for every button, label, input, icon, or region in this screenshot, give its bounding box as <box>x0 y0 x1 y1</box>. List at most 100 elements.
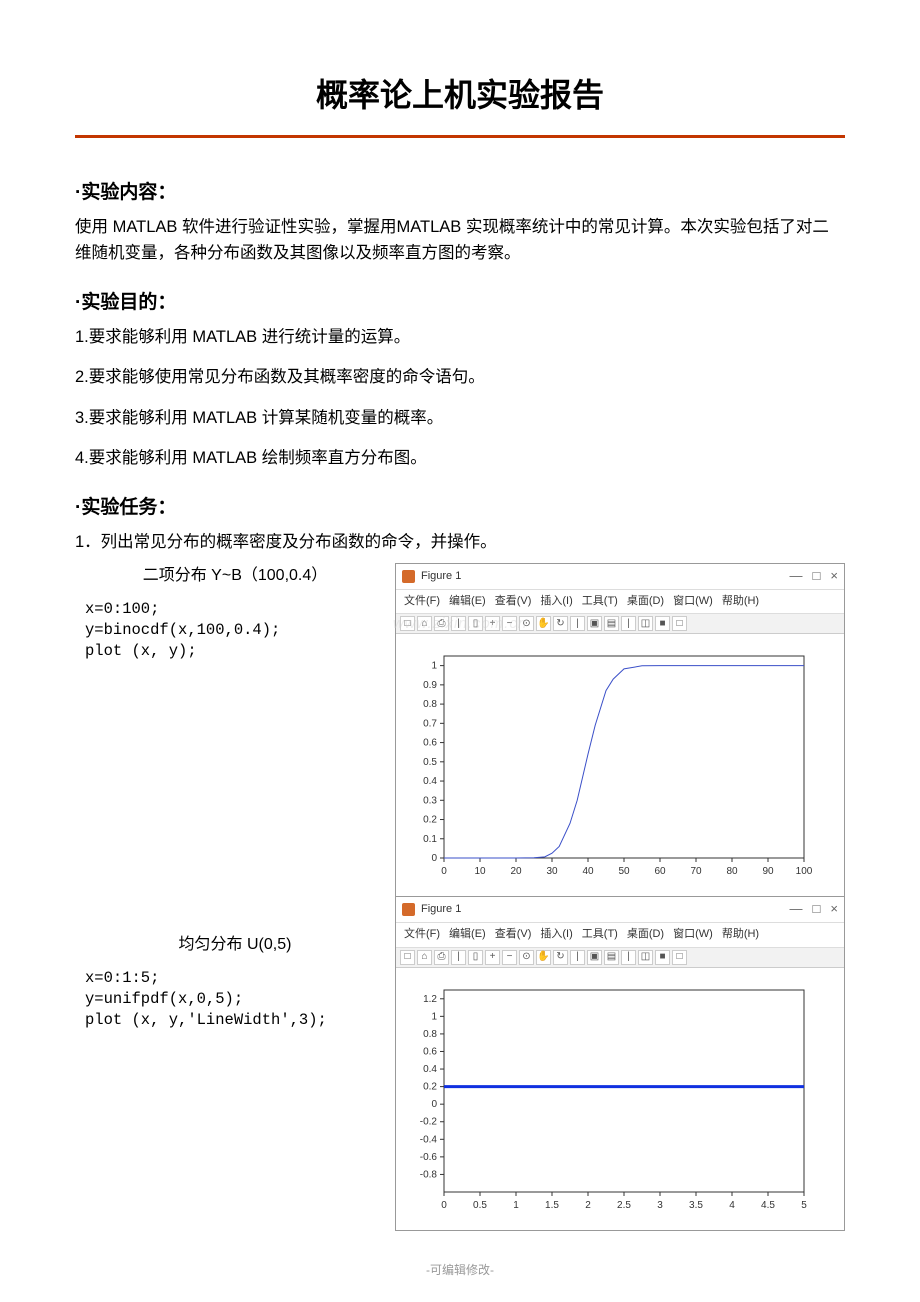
y-tick-label: 0 <box>431 1099 437 1110</box>
menu-item[interactable]: 窗口(W) <box>673 926 713 944</box>
watermark: www.zixin.com.cn <box>75 612 845 636</box>
tasks-intro: 1．列出常见分布的概率密度及分布函数的命令，并操作。 <box>75 529 845 555</box>
menu-item[interactable]: 帮助(H) <box>722 926 759 944</box>
y-tick-label: 0.4 <box>423 777 437 788</box>
y-tick-label: 1 <box>431 1011 437 1022</box>
toolbar-button[interactable]: ↻ <box>553 950 568 965</box>
toolbar-button[interactable]: + <box>485 950 500 965</box>
figure-window: Figure 1— □ × 文件(F) 编辑(E) 查看(V) 插入(I) 工具(T) 桌面(D… <box>395 896 845 1230</box>
figure-titlebar: Figure 1— □ × <box>396 564 844 590</box>
y-tick-label: 0.9 <box>423 680 437 691</box>
distribution-label: 均匀分布 U(0,5) <box>75 932 395 958</box>
figure-title-text: Figure 1 <box>421 568 790 586</box>
task-row: 均匀分布 U(0,5)x=0:1:5; y=unifpdf(x,0,5); pl… <box>75 896 845 1230</box>
toolbar-button[interactable]: ▯ <box>468 950 483 965</box>
y-tick-label: 0.6 <box>423 738 437 749</box>
menu-item[interactable]: 帮助(H) <box>722 593 759 611</box>
y-tick-label: 1.2 <box>423 994 437 1005</box>
toolbar-button[interactable]: □ <box>400 950 415 965</box>
goal-list: 1.要求能够利用 MATLAB 进行统计量的运算。 2.要求能够使用常见分布函数… <box>75 324 845 472</box>
menu-item[interactable]: 编辑(E) <box>449 926 486 944</box>
y-tick-label: 0.2 <box>423 1081 437 1092</box>
minimize-button[interactable]: — <box>790 899 803 920</box>
y-tick-label: 0.4 <box>423 1064 437 1075</box>
toolbar-button[interactable]: ◫ <box>638 950 653 965</box>
figure-icon <box>402 570 415 583</box>
title-rule <box>75 135 845 138</box>
menu-item[interactable]: 窗口(W) <box>673 593 713 611</box>
figure-menubar: 文件(F) 编辑(E) 查看(V) 插入(I) 工具(T) 桌面(D) 窗口(W) 帮助(H) <box>396 923 844 948</box>
menu-item[interactable]: 文件(F) <box>404 926 440 944</box>
window-buttons: — □ × <box>790 566 838 587</box>
toolbar-button[interactable]: − <box>502 950 517 965</box>
close-button[interactable]: × <box>830 566 838 587</box>
y-tick-label: 1 <box>431 661 437 672</box>
x-tick-label: 3.5 <box>689 1200 703 1211</box>
toolbar-button[interactable]: | <box>621 950 636 965</box>
y-tick-label: 0.7 <box>423 719 437 730</box>
section-header-tasks: ·实验任务： <box>75 493 845 523</box>
section-header-content: ·实验内容： <box>75 178 845 208</box>
y-tick-label: -0.8 <box>420 1169 438 1180</box>
x-tick-label: 60 <box>654 866 666 877</box>
menu-item[interactable]: 查看(V) <box>495 926 532 944</box>
toolbar-button[interactable]: ■ <box>655 950 670 965</box>
section-header-goals: ·实验目的： <box>75 288 845 318</box>
y-tick-label: 0.3 <box>423 796 437 807</box>
y-tick-label: -0.4 <box>420 1134 438 1145</box>
x-tick-label: 50 <box>618 866 630 877</box>
maximize-button[interactable]: □ <box>813 566 821 587</box>
chart-svg: 010203040506070809010000.10.20.30.40.50.… <box>406 644 816 884</box>
y-tick-label: 0.8 <box>423 700 437 711</box>
menu-item[interactable]: 桌面(D) <box>627 593 664 611</box>
menu-item[interactable]: 文件(F) <box>404 593 440 611</box>
menu-item[interactable]: 工具(T) <box>582 593 618 611</box>
x-tick-label: 70 <box>690 866 702 877</box>
toolbar-button[interactable]: □ <box>672 950 687 965</box>
figure-titlebar: Figure 1— □ × <box>396 897 844 923</box>
figure-title-text: Figure 1 <box>421 901 790 919</box>
y-tick-label: -0.2 <box>420 1117 438 1128</box>
window-buttons: — □ × <box>790 899 838 920</box>
toolbar-button[interactable]: ⊙ <box>519 950 534 965</box>
toolbar-button[interactable]: ⎙ <box>434 950 449 965</box>
menu-item[interactable]: 查看(V) <box>495 593 532 611</box>
y-tick-label: 0.1 <box>423 834 437 845</box>
figure-toolbar: □⌂⎙|▯+−⊙✋↻|▣▤|◫■□ <box>396 948 844 968</box>
x-tick-label: 5 <box>801 1200 807 1211</box>
menu-item[interactable]: 插入(I) <box>540 593 572 611</box>
x-tick-label: 20 <box>510 866 522 877</box>
y-tick-label: 0.2 <box>423 815 437 826</box>
x-tick-label: 40 <box>582 866 594 877</box>
y-tick-label: 0.5 <box>423 757 437 768</box>
y-tick-label: 0.8 <box>423 1029 437 1040</box>
goal-item: 3.要求能够利用 MATLAB 计算某随机变量的概率。 <box>75 405 845 431</box>
x-tick-label: 30 <box>546 866 558 877</box>
x-tick-label: 2 <box>585 1200 591 1211</box>
minimize-button[interactable]: — <box>790 566 803 587</box>
toolbar-button[interactable]: ⌂ <box>417 950 432 965</box>
toolbar-button[interactable]: ✋ <box>536 950 551 965</box>
x-tick-label: 0 <box>441 866 447 877</box>
x-tick-label: 100 <box>796 866 813 877</box>
toolbar-button[interactable]: | <box>570 950 585 965</box>
goal-item: 4.要求能够利用 MATLAB 绘制频率直方分布图。 <box>75 445 845 471</box>
plot-bg <box>444 990 804 1192</box>
menu-item[interactable]: 编辑(E) <box>449 593 486 611</box>
toolbar-button[interactable]: | <box>451 950 466 965</box>
page-footer: -可编辑修改- <box>75 1261 845 1280</box>
x-tick-label: 0 <box>441 1200 447 1211</box>
menu-item[interactable]: 插入(I) <box>540 926 572 944</box>
x-tick-label: 4 <box>729 1200 735 1211</box>
x-tick-label: 90 <box>762 866 774 877</box>
plot-area: 00.511.522.533.544.55-0.8-0.6-0.4-0.200.… <box>396 968 844 1230</box>
goal-item: 2.要求能够使用常见分布函数及其概率密度的命令语句。 <box>75 364 845 390</box>
menu-item[interactable]: 桌面(D) <box>627 926 664 944</box>
maximize-button[interactable]: □ <box>813 899 821 920</box>
distribution-label: 二项分布 Y~B（100,0.4） <box>75 563 395 589</box>
close-button[interactable]: × <box>830 899 838 920</box>
toolbar-button[interactable]: ▤ <box>604 950 619 965</box>
toolbar-button[interactable]: ▣ <box>587 950 602 965</box>
menu-item[interactable]: 工具(T) <box>582 926 618 944</box>
y-tick-label: 0 <box>431 853 437 864</box>
